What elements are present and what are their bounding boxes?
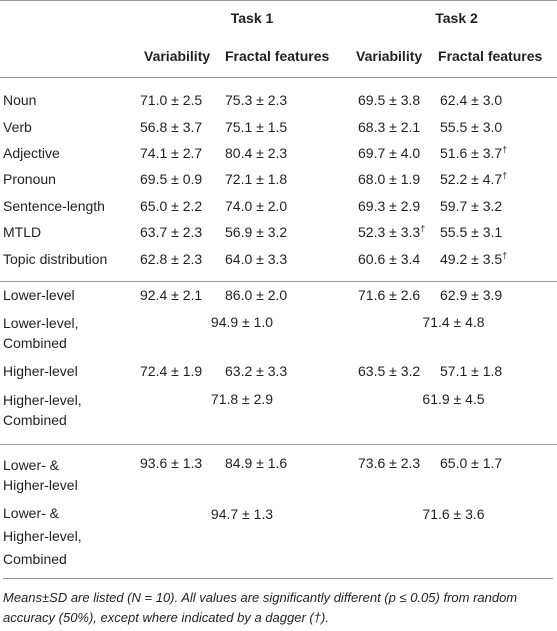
cell-task2-variability: 69.7 ± 4.0 (358, 144, 421, 161)
row-label: Lower- & Higher-level (0, 443, 134, 499)
header-row-features: Variability Fractal features Variability… (0, 34, 557, 78)
cell-task1-fractal: 84.9 ± 1.6 (217, 443, 351, 499)
task2-variability-header: Variability (350, 34, 431, 78)
cell-task2-fractal: 55.5 ± 3.1 (440, 224, 503, 241)
task2-header: Task 2 (435, 9, 478, 26)
table-row: Pronoun 69.5 ± 0.9 72.1 ± 1.8 68.0 ± 1.9… (0, 166, 557, 192)
cell-task2-variability: 68.3 ± 2.1 (358, 118, 421, 135)
cell-task2-fractal: 62.9 ± 3.9 (430, 280, 557, 309)
results-table: Task 1 Task 2 Variability Fractal featur… (0, 0, 557, 567)
dagger-mark: † (502, 144, 508, 155)
task1-header: Task 1 (230, 9, 274, 26)
row-label: Sentence-length (3, 197, 105, 214)
row-label: Adjective (3, 144, 60, 161)
table-row: Topic distribution 62.8 ± 2.3 64.0 ± 3.3… (0, 245, 557, 271)
cell-task1-variability: 56.8 ± 3.7 (140, 118, 203, 135)
cell-task1-fractal: 64.0 ± 3.3 (225, 250, 288, 267)
cell-task2-variability: 68.0 ± 1.9 (358, 171, 421, 188)
cell-task2-combined: 71.6 ± 3.6 (422, 505, 485, 522)
cell-task2-fractal: 62.4 ± 3.0 (440, 92, 503, 109)
cell-task2-variability: 60.6 ± 3.4 (358, 250, 421, 267)
cell-task2-fractal: 59.7 ± 3.2 (440, 197, 503, 214)
cell-task2-fractal: 49.2 ± 3.5† (440, 249, 508, 267)
header-row-tasks: Task 1 Task 2 (0, 1, 557, 34)
cell-task1-combined: 94.9 ± 1.0 (210, 314, 274, 331)
cell-task2-combined: 61.9 ± 4.5 (422, 390, 485, 407)
cell-task1-combined: 71.8 ± 2.9 (210, 390, 274, 407)
cell-task1-combined: 94.7 ± 1.3 (210, 505, 274, 522)
cell-task1-variability: 74.1 ± 2.7 (140, 144, 203, 161)
cell-task2-fractal: 57.1 ± 1.8 (440, 363, 503, 380)
cell-task2-combined: 71.4 ± 4.8 (422, 314, 485, 331)
cell-task1-variability: 93.6 ± 1.3 (134, 443, 217, 499)
cell-task1-fractal: 86.0 ± 2.0 (217, 280, 351, 309)
table-row: Verb 56.8 ± 3.7 75.1 ± 1.5 68.3 ± 2.1 55… (0, 113, 557, 139)
cell-task2-variability: 63.5 ± 3.2 (358, 363, 421, 380)
cell-task1-fractal: 72.1 ± 1.8 (225, 171, 288, 188)
dagger-mark: † (420, 223, 426, 234)
cell-task2-variability: 69.3 ± 2.9 (358, 197, 421, 214)
row-label: Higher-level (3, 363, 78, 380)
cell-task1-fractal: 80.4 ± 2.3 (225, 144, 288, 161)
table-row-combined: Lower-level, Combined 94.9 ± 1.0 71.4 ± 4… (0, 308, 557, 358)
cell-task1-fractal: 63.2 ± 3.3 (225, 363, 288, 380)
cell-task1-fractal: 75.1 ± 1.5 (225, 118, 288, 135)
table-row: Lower-level 92.4 ± 2.1 86.0 ± 2.0 71.6 ±… (0, 280, 557, 309)
task1-variability-header: Variability (134, 34, 217, 78)
table-row: Lower- & Higher-level 93.6 ± 1.3 84.9 ± 1… (0, 443, 557, 499)
row-label: Verb (3, 118, 32, 135)
row-label: Topic distribution (3, 250, 108, 267)
cell-task1-fractal: 75.3 ± 2.3 (225, 92, 288, 109)
cell-task1-variability: 71.0 ± 2.5 (140, 92, 203, 109)
row-label: Lower-level, Combined (3, 315, 79, 352)
cell-task2-variability: 69.5 ± 3.8 (358, 92, 421, 109)
cell-task1-variability: 69.5 ± 0.9 (140, 171, 203, 188)
cell-task1-fractal: 56.9 ± 3.2 (225, 224, 288, 241)
cell-task2-variability: 73.6 ± 2.3 (350, 443, 431, 499)
dagger-mark: † (502, 170, 508, 181)
cell-task2-fractal: 55.5 ± 3.0 (440, 118, 503, 135)
table-row-combined: Lower- & Higher-level, Combined 94.7 ± 1.3… (0, 499, 557, 574)
dagger-mark: † (502, 249, 508, 260)
cell-task2-fractal: 51.6 ± 3.7† (440, 144, 508, 161)
cell-task1-variability: 92.4 ± 2.1 (134, 280, 217, 309)
cell-task1-variability: 63.7 ± 2.3 (140, 224, 203, 241)
cell-task1-variability: 72.4 ± 1.9 (140, 363, 203, 380)
cell-task1-fractal: 74.0 ± 2.0 (225, 197, 288, 214)
cell-task1-variability: 65.0 ± 2.2 (140, 197, 203, 214)
row-label: MTLD (3, 224, 42, 241)
table-row: Higher-level 72.4 ± 1.9 63.2 ± 3.3 63.5 … (0, 358, 557, 384)
row-label: Lower-level (0, 280, 134, 309)
cell-task1-variability: 62.8 ± 2.3 (140, 250, 203, 267)
table-row: Noun 71.0 ± 2.5 75.3 ± 2.3 69.5 ± 3.8 62… (0, 87, 557, 113)
row-label: Pronoun (3, 171, 56, 188)
cell-task2-fractal: 52.2 ± 4.7† (440, 170, 508, 188)
task1-fractal-header: Fractal features (217, 34, 351, 78)
task2-fractal-header: Fractal features (430, 34, 557, 78)
table-row: MTLD 63.7 ± 2.3 56.9 ± 3.2 52.3 ± 3.3† 5… (0, 219, 557, 245)
table-row: Sentence-length 65.0 ± 2.2 74.0 ± 2.0 69… (0, 193, 557, 219)
cell-task2-fractal: 65.0 ± 1.7 (430, 443, 557, 499)
cell-task2-variability: 52.3 ± 3.3† (358, 223, 426, 241)
row-label: Noun (3, 92, 37, 109)
table-row-combined: Higher-level, Combined 71.8 ± 2.9 61.9 ± … (0, 385, 557, 435)
row-label: Lower- & Higher-level, Combined (3, 504, 82, 567)
table-footnote: Means±SD are listed (N = 10). All values… (3, 578, 553, 628)
table-row: Adjective 74.1 ± 2.7 80.4 ± 2.3 69.7 ± 4… (0, 140, 557, 166)
cell-task2-variability: 71.6 ± 2.6 (350, 280, 431, 309)
row-label: Higher-level, Combined (3, 391, 82, 428)
